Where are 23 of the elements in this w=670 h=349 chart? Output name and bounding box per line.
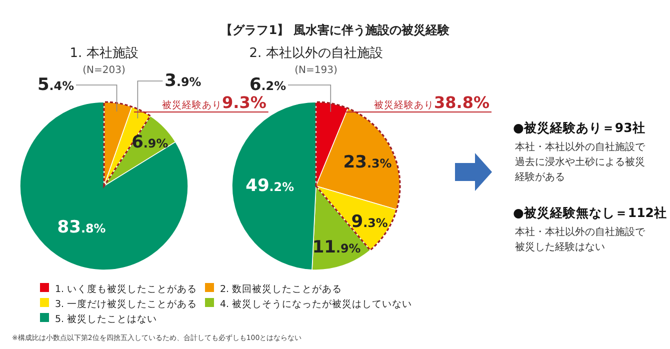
- data-label: 23.3%: [343, 152, 392, 172]
- data-label: 6.9%: [132, 132, 168, 153]
- legend-label: 4. 被災しそうになったが被災はしていない: [220, 298, 412, 310]
- legend-label: 2. 数回被災したことがある: [220, 283, 342, 295]
- data-label: 3.9%: [164, 71, 202, 91]
- chart-title: 2. 本社以外の自社施設: [249, 46, 383, 61]
- legend-label: 5. 被災したことはない: [55, 313, 158, 325]
- text: ●被災経験あり＝93社: [513, 120, 646, 135]
- text: 本社・本社以外の自社施設で過去に浸水や土砂による被災経験がある: [514, 141, 646, 183]
- data-label: 9.3%: [351, 212, 388, 232]
- data-label: 11.9%: [312, 237, 361, 258]
- data-label: 6.2%: [249, 75, 286, 95]
- text: 本社・本社以外の自社施設で被災した経験はない: [515, 226, 646, 253]
- chart-subtitle: (N=203): [82, 65, 126, 76]
- chart-title: 1. 本社施設: [70, 46, 138, 61]
- data-label: 49.2%: [246, 176, 294, 196]
- legend-label: 3. 一度だけ被災したことがある: [55, 298, 198, 310]
- data-label: 83.8%: [57, 217, 106, 238]
- text: 【グラフ1】 風水害に伴う施設の被災経験: [220, 23, 450, 37]
- legend-label: 1. いく度も被災したことがある: [55, 283, 198, 295]
- chart-subtitle: (N=193): [294, 65, 338, 76]
- data-label: 5.4%: [37, 75, 74, 95]
- text: ●被災経験無なし＝112社: [513, 205, 667, 220]
